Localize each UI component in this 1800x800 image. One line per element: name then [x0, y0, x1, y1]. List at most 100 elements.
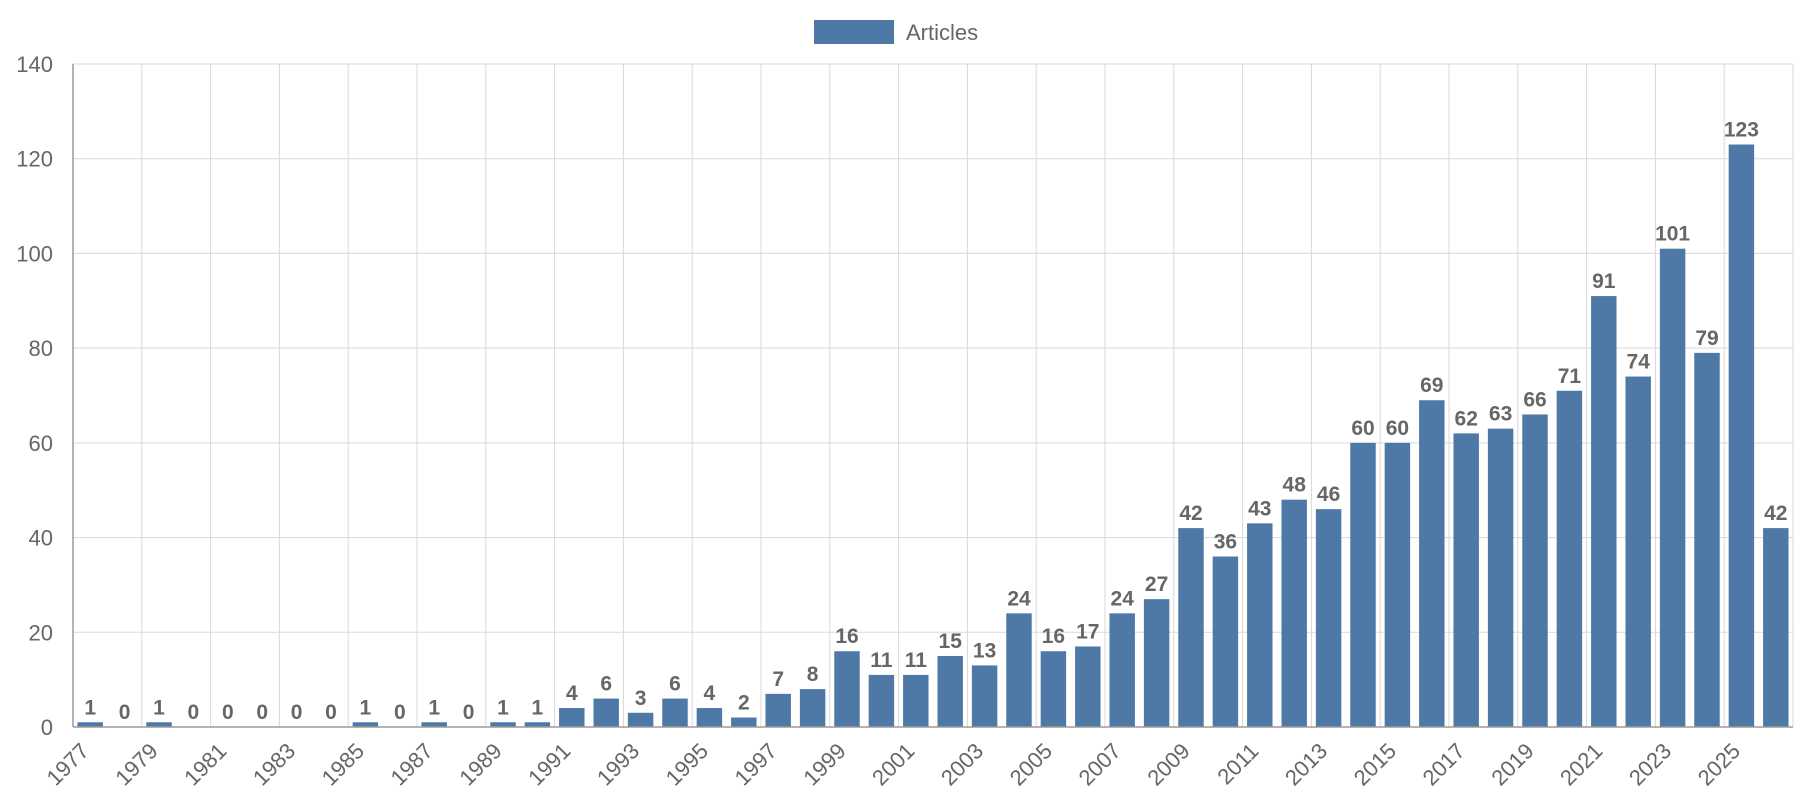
x-axis-ticks: 1977 1979 1981 1983 1985 1987 1989 1991 1993 1995…: [42, 738, 1745, 790]
x-tick-label: 1993: [592, 738, 644, 790]
data-label-1997: 7: [772, 668, 784, 691]
bar-1991[interactable]: [559, 708, 585, 727]
data-label-2006: 17: [1076, 620, 1099, 643]
data-label-1995: 4: [704, 682, 716, 705]
x-tick-label: 1981: [179, 738, 231, 790]
data-label-1988: 0: [463, 701, 475, 724]
y-tick-label: 80: [29, 336, 53, 361]
bar-1977[interactable]: [77, 722, 103, 727]
bar-2019[interactable]: [1522, 414, 1548, 727]
bar-2025[interactable]: [1728, 144, 1755, 727]
x-tick-label: 2025: [1693, 738, 1745, 790]
x-tick-label: 1997: [730, 738, 782, 790]
axes: [72, 64, 1793, 728]
bar-2007[interactable]: [1109, 613, 1135, 727]
grid-lines: [72, 63, 1794, 728]
data-label-2004: 24: [1007, 587, 1031, 610]
data-label-2002: 15: [939, 630, 963, 653]
data-label-1993: 3: [635, 687, 647, 710]
bar-1985[interactable]: [352, 722, 379, 727]
x-tick-label: 2019: [1486, 738, 1538, 790]
bar-2011[interactable]: [1247, 523, 1273, 727]
data-label-2020: 71: [1558, 365, 1582, 388]
data-label-2013: 46: [1317, 483, 1340, 506]
y-tick-label: 60: [29, 431, 53, 456]
data-label-1980: 0: [188, 701, 200, 724]
data-label-2024: 79: [1695, 327, 1718, 350]
x-tick-label: 2005: [1005, 738, 1057, 790]
data-label-2018: 63: [1489, 403, 1512, 426]
bar-1993[interactable]: [627, 712, 654, 727]
data-label-1979: 1: [153, 696, 165, 719]
bar-1987[interactable]: [421, 722, 447, 727]
data-label-1978: 0: [119, 701, 131, 724]
bar-1992[interactable]: [593, 698, 619, 727]
bar-2015[interactable]: [1384, 442, 1411, 727]
y-tick-label: 0: [41, 715, 53, 740]
bar-2001[interactable]: [903, 674, 929, 727]
data-label-1977: 1: [84, 696, 96, 719]
bar-1997[interactable]: [765, 693, 791, 727]
data-label-1984: 0: [325, 701, 337, 724]
bar-2021[interactable]: [1591, 296, 1617, 727]
bar-1989[interactable]: [490, 722, 516, 727]
data-label-2025: 123: [1724, 119, 1759, 142]
y-tick-label: 100: [16, 241, 53, 266]
data-label-2008: 27: [1145, 573, 1168, 596]
y-tick-label: 40: [29, 526, 53, 551]
bar-2024[interactable]: [1694, 352, 1720, 727]
x-tick-label: 1989: [454, 738, 506, 790]
bar-2003[interactable]: [971, 665, 998, 727]
bar-1995[interactable]: [696, 708, 723, 727]
y-tick-label: 120: [16, 147, 53, 172]
bar-2016[interactable]: [1419, 400, 1445, 727]
bar-2006[interactable]: [1075, 646, 1101, 727]
x-tick-label: 2015: [1349, 738, 1401, 790]
data-label-2007: 24: [1111, 587, 1135, 610]
bar-2026[interactable]: [1763, 528, 1789, 727]
bar-1998[interactable]: [799, 689, 826, 727]
data-label-1987: 1: [428, 696, 440, 719]
bar-2010[interactable]: [1212, 556, 1239, 727]
data-label-1990: 1: [532, 696, 544, 719]
x-tick-label: 1977: [42, 738, 94, 790]
bar-1990[interactable]: [524, 722, 551, 727]
data-label-1992: 6: [600, 673, 612, 696]
bar-2020[interactable]: [1556, 390, 1583, 727]
data-label-2010: 36: [1214, 531, 1237, 554]
bar-2022[interactable]: [1625, 376, 1651, 727]
chart-legend[interactable]: Articles: [814, 20, 978, 45]
data-label-2012: 48: [1283, 474, 1307, 497]
x-tick-label: 2011: [1212, 738, 1263, 789]
bar-1979[interactable]: [146, 722, 172, 727]
bar-1996[interactable]: [731, 717, 757, 727]
bar-2012[interactable]: [1281, 499, 1307, 727]
bar-2005[interactable]: [1040, 651, 1067, 727]
data-label-1991: 4: [566, 682, 578, 705]
legend-swatch-articles: [814, 20, 894, 44]
bar-2023[interactable]: [1659, 248, 1686, 727]
y-tick-label: 20: [29, 620, 53, 645]
data-label-2019: 66: [1523, 388, 1546, 411]
bar-1999[interactable]: [834, 651, 860, 727]
data-label-2000: 11: [870, 649, 893, 672]
bar-1994[interactable]: [662, 698, 688, 727]
bar-2018[interactable]: [1487, 428, 1514, 727]
y-tick-label: 140: [16, 52, 53, 77]
bar-2009[interactable]: [1178, 528, 1204, 727]
bar-2008[interactable]: [1143, 599, 1170, 727]
bar-2004[interactable]: [1006, 613, 1032, 727]
data-label-2003: 13: [973, 639, 996, 662]
bar-2014[interactable]: [1350, 442, 1376, 727]
data-label-2023: 101: [1655, 223, 1690, 246]
data-label-2011: 43: [1248, 497, 1271, 520]
bar-2017[interactable]: [1453, 433, 1479, 727]
bar-2002[interactable]: [937, 655, 963, 727]
data-label-1983: 0: [291, 701, 303, 724]
data-label-1996: 2: [738, 692, 750, 715]
bar-2000[interactable]: [868, 674, 895, 727]
data-label-2014: 60: [1351, 417, 1374, 440]
data-label-1986: 0: [394, 701, 406, 724]
bar-2013[interactable]: [1315, 509, 1342, 727]
